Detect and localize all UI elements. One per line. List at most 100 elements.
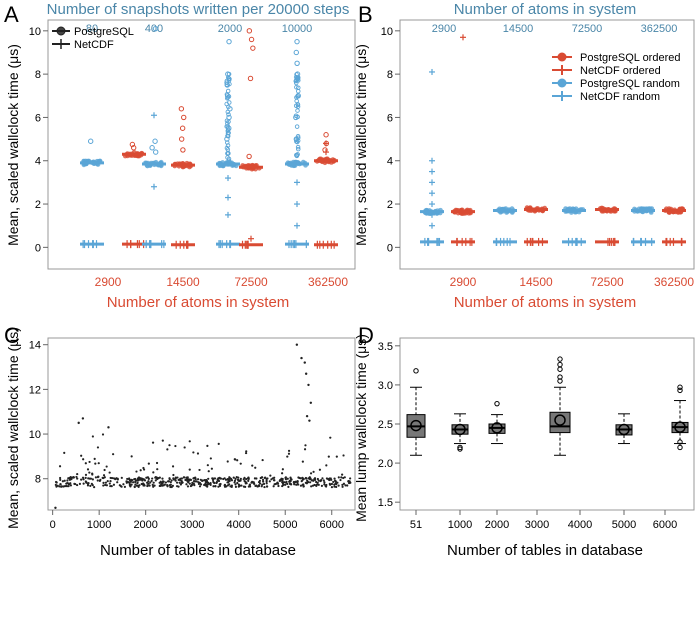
panel-b-top-tick-72500: 72500 <box>572 23 603 35</box>
strip-group <box>493 206 517 246</box>
scatter-point <box>72 476 75 479</box>
box-outlier <box>494 400 500 407</box>
scatter-point <box>193 480 197 483</box>
scatter-point <box>185 483 188 486</box>
scatter-point <box>196 478 200 481</box>
box-outlier <box>413 368 419 374</box>
postgres-spread <box>296 78 301 83</box>
box-outlier <box>677 387 683 394</box>
scatter-point <box>287 452 291 455</box>
scatter-point <box>61 480 64 483</box>
panel-a-legend: PostgreSQL NetCDF <box>52 26 134 51</box>
box-outlier <box>457 446 463 452</box>
panel-b-y-ticks: 0 2 4 6 8 10 <box>381 26 400 254</box>
box-mean <box>454 423 466 436</box>
postgres-spread <box>295 102 301 107</box>
scatter-point <box>94 476 98 479</box>
scatter-point <box>149 481 152 484</box>
scatter-point <box>103 468 106 472</box>
scatter-point <box>93 457 96 460</box>
scatter-point <box>234 485 238 488</box>
scatter-point <box>217 479 221 483</box>
panel-b-top-tick-362500: 362500 <box>641 23 678 35</box>
postgres-outlier <box>180 147 186 153</box>
postgres-spread <box>295 152 300 157</box>
scatter-point <box>337 484 340 487</box>
scatter-point <box>102 484 105 487</box>
y-tick-label: 6 <box>387 112 393 124</box>
x-tick-label: 2000 <box>485 519 509 531</box>
scatter-point <box>334 480 337 483</box>
scatter-point <box>198 485 202 488</box>
scatter-point <box>308 476 311 479</box>
scatter-point <box>177 485 180 488</box>
scatter-point <box>280 472 284 475</box>
scatter-point <box>91 478 94 481</box>
scatter-point <box>186 476 189 479</box>
scatter-point <box>137 484 140 488</box>
scatter-point <box>133 485 136 488</box>
scatter-point <box>335 485 338 489</box>
scatter-point <box>218 484 222 487</box>
scatter-point <box>199 483 203 486</box>
scatter-point <box>67 485 70 488</box>
scatter-point <box>272 485 275 488</box>
y-tick-label: 8 <box>35 69 41 81</box>
box-outlier <box>557 374 563 380</box>
scatter-point <box>295 343 299 346</box>
scatter-point <box>284 483 287 486</box>
panel-a-data <box>80 25 338 249</box>
postgres-spread <box>295 108 300 113</box>
scatter-point <box>182 476 185 479</box>
scatter-point <box>163 483 166 486</box>
scatter-point <box>82 482 85 485</box>
scatter-point <box>129 485 132 488</box>
scatter-point <box>335 455 338 458</box>
postgres-outlier <box>294 60 300 67</box>
scatter-point <box>82 458 85 461</box>
scatter-point <box>159 484 162 487</box>
scatter-point <box>330 478 333 481</box>
scatter-point <box>93 485 96 489</box>
postgres-outlier <box>248 36 255 43</box>
scatter-point <box>245 477 248 481</box>
scatter-point <box>313 477 317 480</box>
scatter-point <box>120 476 123 479</box>
strip-group <box>662 206 686 246</box>
scatter-point <box>63 479 66 482</box>
scatter-point <box>299 484 303 487</box>
scatter-point <box>76 472 79 476</box>
scatter-point <box>142 466 145 470</box>
scatter-point <box>201 479 204 482</box>
x-tick-label: 51 <box>410 519 422 531</box>
postgres-spread <box>295 135 301 141</box>
postgres-spread <box>296 85 301 91</box>
strip-group <box>171 106 195 249</box>
scatter-point <box>349 477 352 480</box>
scatter-point <box>305 414 309 418</box>
scatter-point <box>94 462 97 465</box>
scatter-point <box>158 481 161 484</box>
scatter-point <box>104 483 107 487</box>
scatter-point <box>317 479 320 482</box>
scatter-point <box>136 482 139 485</box>
scatter-point <box>147 480 150 483</box>
y-tick-label: 2.0 <box>378 458 393 470</box>
scatter-point <box>315 484 318 487</box>
y-tick-label: 10 <box>381 26 393 38</box>
scatter-point <box>321 477 324 480</box>
scatter-point <box>212 480 215 484</box>
strip-group <box>216 38 240 249</box>
strip-group <box>80 138 104 249</box>
postgres-outlier <box>153 149 159 155</box>
postgres-outlier <box>323 132 329 138</box>
scatter-point <box>112 477 116 480</box>
scatter-point <box>303 361 306 364</box>
scatter-point <box>145 481 149 484</box>
scatter-point <box>282 481 286 484</box>
scatter-point <box>108 482 111 485</box>
scatter-point <box>329 436 332 439</box>
scatter-point <box>309 401 313 404</box>
scatter-point <box>228 479 231 483</box>
postgres-spread <box>295 139 300 145</box>
